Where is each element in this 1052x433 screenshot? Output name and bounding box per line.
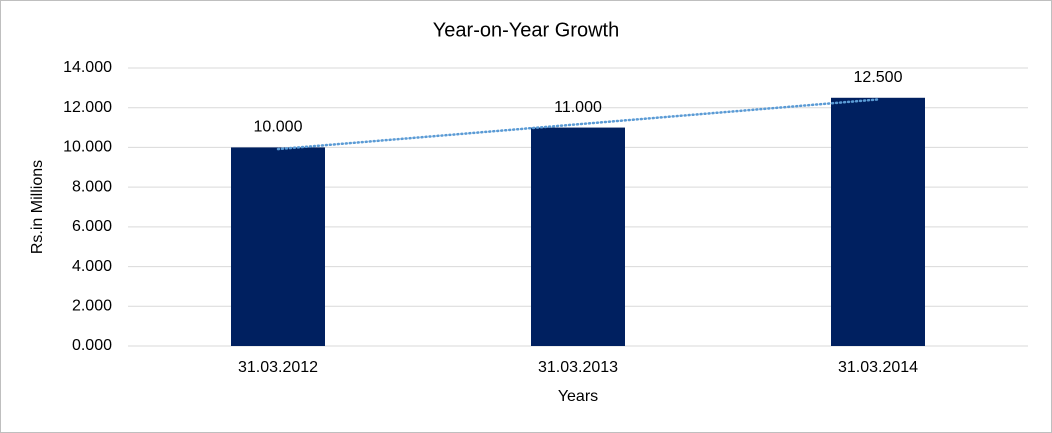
chart-title: Year-on-Year Growth <box>433 19 619 41</box>
x-tick-label: 31.03.2014 <box>838 359 918 376</box>
y-tick-label: 2.000 <box>72 298 112 315</box>
y-axis-label: Rs.in Millions <box>29 160 46 254</box>
x-tick-label: 31.03.2012 <box>238 359 318 376</box>
y-tick-label: 8.000 <box>72 178 112 195</box>
y-tick-label: 12.000 <box>63 99 112 116</box>
y-tick-label: 4.000 <box>72 258 112 275</box>
data-label: 11.000 <box>554 99 602 116</box>
y-tick-label: 0.000 <box>72 337 112 354</box>
x-axis-label: Years <box>558 388 598 405</box>
x-tick-label: 31.03.2013 <box>538 359 618 376</box>
bar <box>231 147 325 346</box>
y-tick-label: 6.000 <box>72 218 112 235</box>
bar <box>831 97 925 347</box>
bar <box>531 127 625 346</box>
trendline <box>276 98 880 151</box>
y-tick-label: 10.000 <box>63 139 112 156</box>
y-tick-label: 14.000 <box>63 59 112 76</box>
data-label: 10.000 <box>254 119 303 136</box>
data-label: 12.500 <box>854 69 903 86</box>
